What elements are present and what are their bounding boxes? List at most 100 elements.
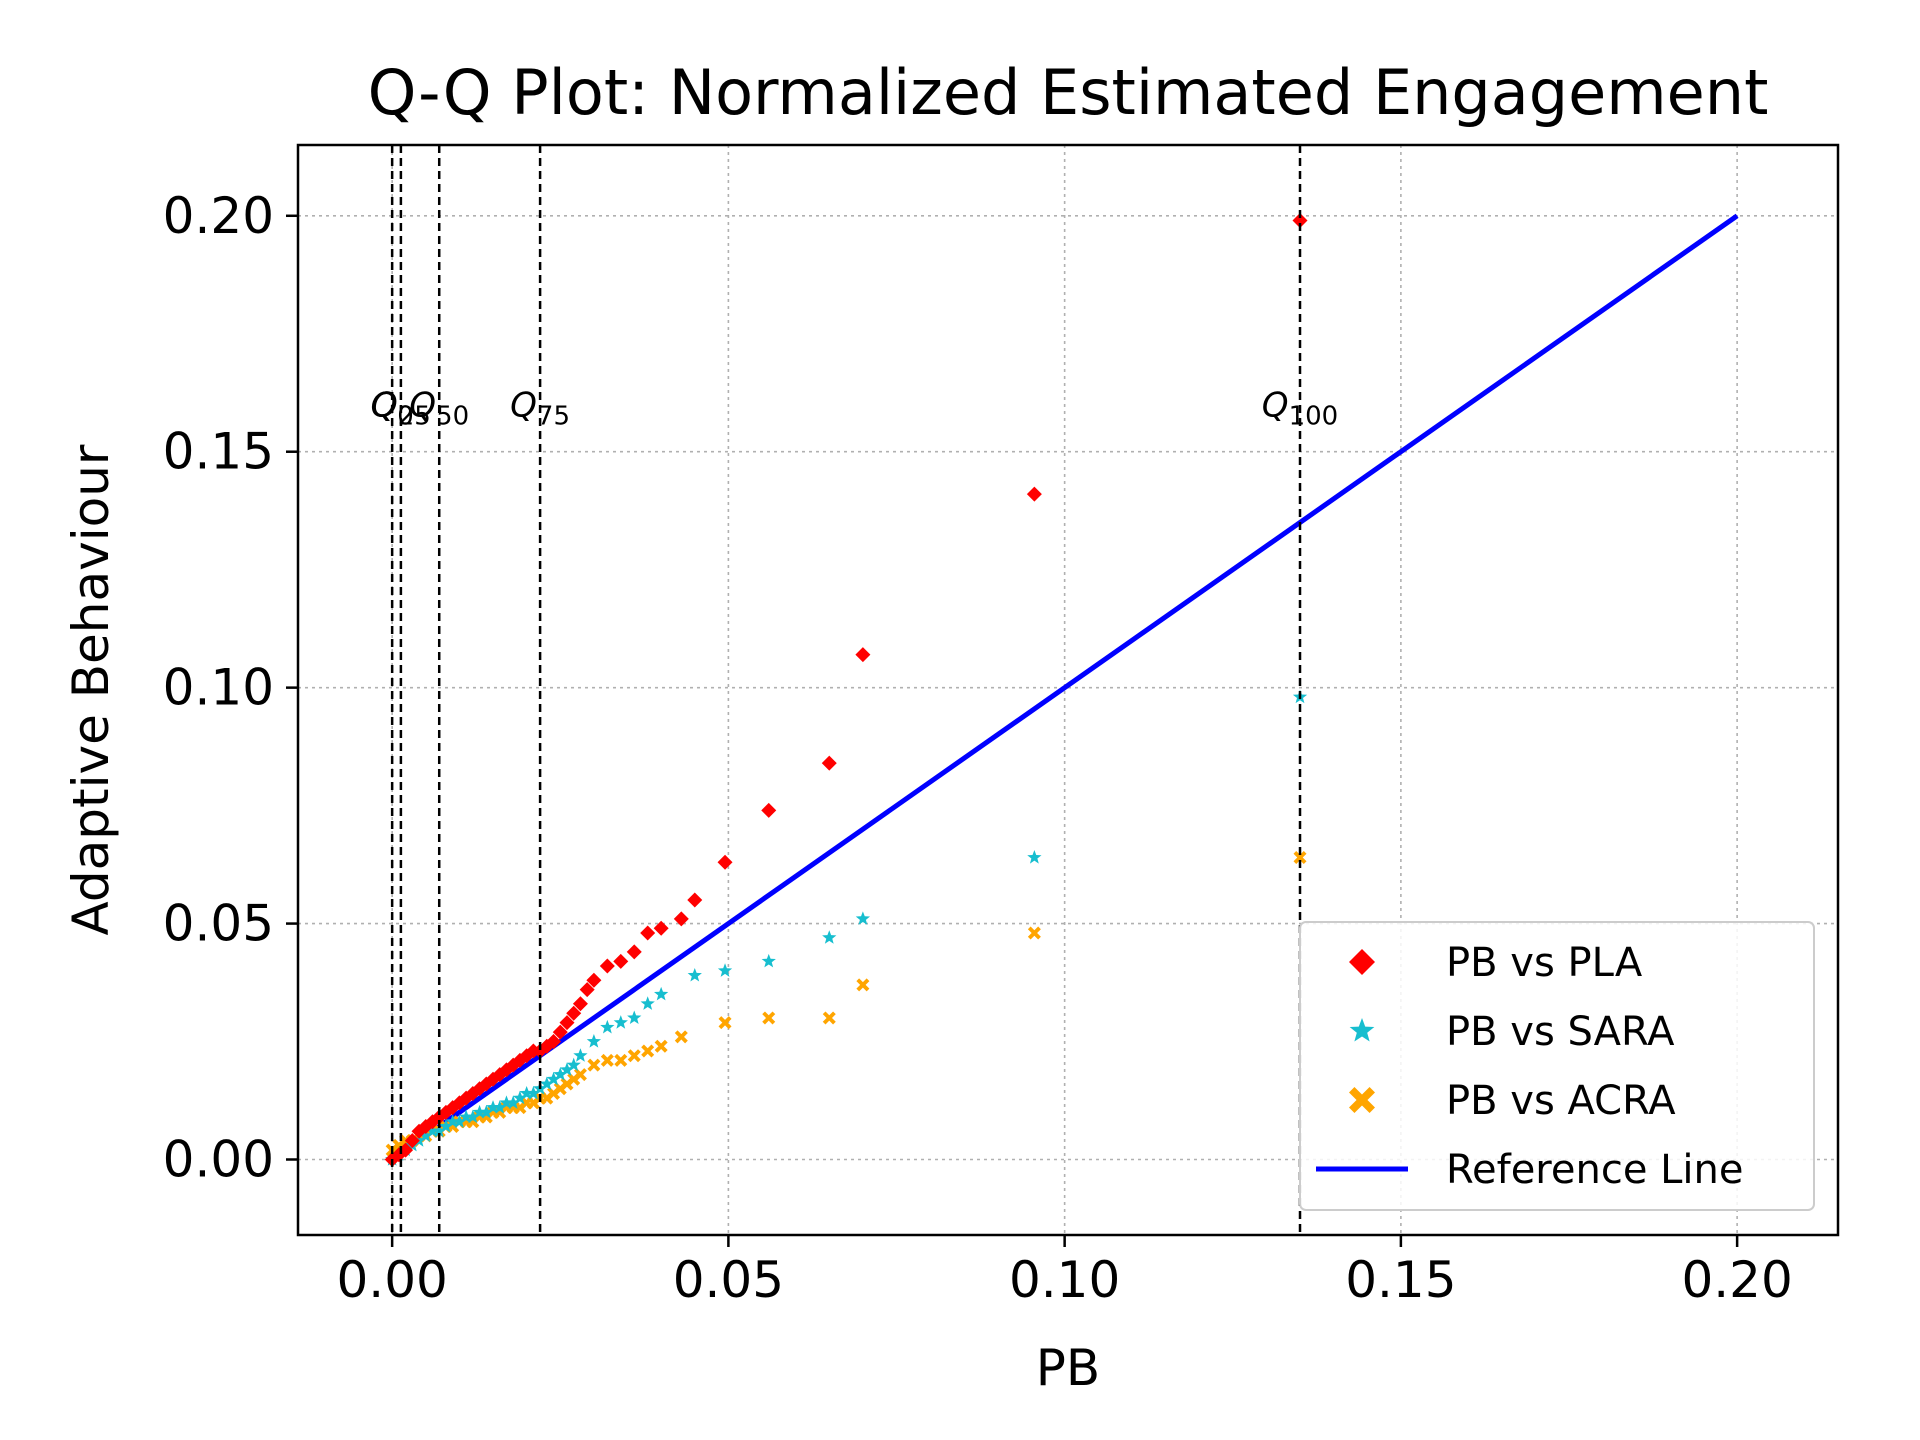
data-point-star <box>519 1085 534 1100</box>
x-tick-label: 0.20 <box>1681 1251 1792 1309</box>
data-point-star <box>452 1114 467 1128</box>
data-point-star <box>586 1034 602 1048</box>
data-point-star <box>485 1100 501 1114</box>
data-point-star <box>438 1118 454 1133</box>
data-point-star <box>1027 850 1042 864</box>
data-point-star <box>539 1076 554 1091</box>
reference-line-layer <box>390 213 1739 1162</box>
data-point-star <box>492 1100 507 1114</box>
data-point-diamond <box>1292 212 1308 228</box>
data-point-diamond <box>687 892 703 908</box>
data-point-diamond <box>599 958 615 974</box>
data-point-diamond <box>855 647 871 663</box>
chart-title: Q-Q Plot: Normalized Estimated Engagemen… <box>368 56 1769 129</box>
y-tick-label: 0.10 <box>163 659 274 717</box>
data-point-diamond <box>717 854 733 870</box>
data-point-star <box>640 996 655 1010</box>
legend: PB vs PLA PB vs SARA PB vs ACRA Reference L… <box>1299 921 1815 1211</box>
data-point-x <box>856 978 870 992</box>
y-tick-label: 0.20 <box>163 187 274 245</box>
x-tick-label: 0.00 <box>336 1251 447 1309</box>
x-tick-label: 0.10 <box>1009 1251 1120 1309</box>
data-point-x <box>641 1044 655 1058</box>
legend-marker-x <box>1349 1087 1375 1113</box>
data-point-x <box>674 1030 688 1044</box>
data-point-diamond <box>546 1034 562 1050</box>
data-point-x <box>718 1016 732 1030</box>
data-point-diamond <box>613 953 629 969</box>
legend-marker-star <box>1349 1018 1375 1042</box>
data-point-x <box>1027 926 1041 940</box>
quantile-label: Q50 <box>409 386 469 432</box>
data-point-diamond <box>1026 486 1042 502</box>
legend-label: Reference Line <box>1446 1147 1744 1193</box>
legend-box <box>1299 921 1815 1211</box>
plot-frame <box>296 143 1840 1237</box>
data-point-star <box>627 1010 642 1025</box>
data-point-star <box>553 1067 568 1081</box>
data-point-star <box>472 1104 487 1119</box>
data-point-star <box>566 1057 581 1072</box>
data-point-star <box>559 1062 575 1076</box>
data-point-star <box>479 1104 494 1119</box>
data-point-star <box>855 911 871 925</box>
data-point-star <box>425 1123 440 1138</box>
data-point-star <box>506 1095 521 1109</box>
legend-label: PB vs PLA <box>1446 940 1643 986</box>
data-point-x <box>822 1011 836 1025</box>
data-point-x <box>627 1049 641 1063</box>
data-point-x <box>600 1053 614 1067</box>
x-tick-label: 0.05 <box>673 1251 784 1309</box>
data-point-x <box>762 1011 776 1025</box>
data-point-x <box>614 1053 628 1067</box>
data-point-star <box>761 953 776 968</box>
quantile-label: Q100 <box>1262 386 1338 432</box>
data-point-diamond <box>572 996 588 1012</box>
data-point-star <box>546 1071 561 1086</box>
data-point-star <box>499 1095 514 1109</box>
data-point-x <box>573 1068 587 1082</box>
y-tick-label: 0.15 <box>163 423 274 481</box>
data-point-star <box>458 1109 474 1124</box>
data-point-diamond <box>586 972 602 988</box>
reference-line <box>390 213 1739 1162</box>
data-point-diamond <box>821 755 837 771</box>
data-point-diamond <box>626 944 642 960</box>
y-axis-label: Adaptive Behaviour <box>62 444 120 935</box>
data-point-star <box>512 1090 528 1105</box>
data-point-star <box>687 967 702 982</box>
x-axis-label: PB <box>1036 1339 1100 1397</box>
data-point-star <box>445 1114 460 1128</box>
data-point-diamond <box>404 1133 420 1149</box>
data-point-x <box>587 1058 601 1072</box>
data-point-star <box>717 963 733 977</box>
data-point-star <box>600 1019 615 1034</box>
data-point-diamond <box>566 1005 582 1021</box>
data-point-star <box>654 986 669 1001</box>
data-point-star <box>613 1015 628 1029</box>
data-point-diamond <box>761 802 777 818</box>
data-point-star <box>465 1109 480 1124</box>
legend-marker-diamond <box>1349 949 1375 975</box>
data-point-x <box>654 1039 668 1053</box>
data-point-diamond <box>579 982 595 998</box>
data-point-diamond <box>640 925 656 941</box>
data-point-diamond <box>653 920 669 936</box>
y-tick-label: 0.05 <box>163 895 274 953</box>
data-point-diamond <box>673 911 689 927</box>
data-point-star <box>822 930 837 944</box>
data-point-x <box>1293 851 1307 865</box>
y-axis-ticks: 0.00 0.05 0.10 0.15 0.20 <box>163 187 298 1189</box>
y-tick-label: 0.00 <box>163 1131 274 1189</box>
data-point-star <box>432 1123 447 1138</box>
x-axis-ticks: 0.00 0.05 0.10 0.15 0.20 <box>336 1235 1793 1309</box>
data-point-star <box>418 1128 433 1142</box>
data-points <box>384 212 1308 1168</box>
data-point-star <box>573 1048 588 1062</box>
data-point-diamond <box>552 1024 568 1040</box>
data-point-star <box>526 1085 541 1100</box>
data-point-diamond <box>559 1015 575 1031</box>
x-tick-label: 0.15 <box>1345 1251 1456 1309</box>
